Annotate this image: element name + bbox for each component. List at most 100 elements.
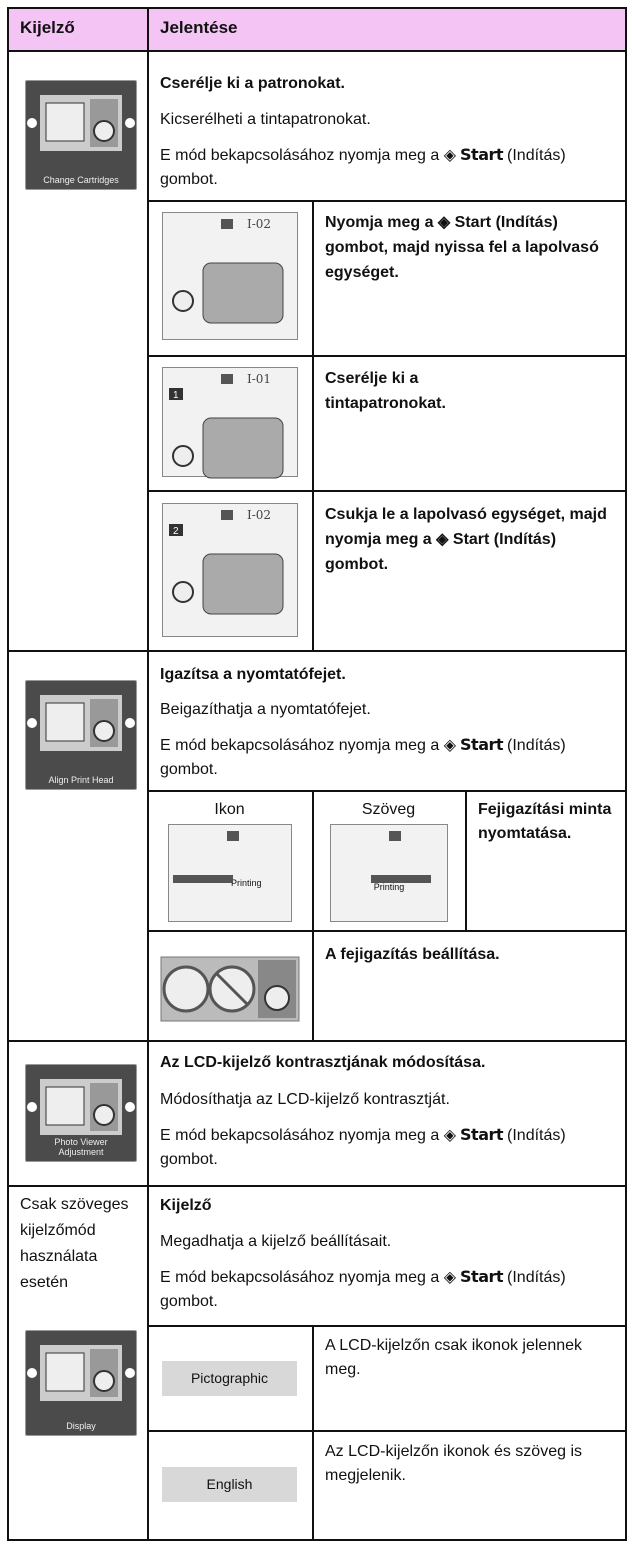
option-button: Pictographic — [162, 1361, 297, 1396]
section-title: Kijelző — [160, 1197, 212, 1214]
header-cell: Kijelző — [20, 18, 75, 37]
rule — [7, 650, 627, 652]
screen-art — [227, 831, 239, 841]
instruction: E mód bekapcsolásához nyomja meg a ◈ Star… — [160, 733, 620, 782]
description: Módosíthatja az LCD-kijelző kontrasztját… — [160, 1091, 450, 1108]
device — [202, 553, 284, 615]
step-badge — [169, 524, 183, 536]
rule — [7, 50, 627, 52]
step-badge — [169, 388, 183, 400]
icon-art — [27, 695, 135, 751]
text: (Indítás) gombot. — [160, 1269, 566, 1310]
arrow — [125, 1368, 135, 1378]
glyph — [45, 102, 85, 142]
lcd-screen: I-02 — [162, 212, 298, 340]
option-button: English — [162, 1467, 297, 1502]
rule — [312, 1325, 314, 1540]
screen-art — [172, 553, 284, 615]
start-button: Start — [460, 145, 504, 164]
start-glyph — [93, 120, 115, 142]
header-bg — [7, 7, 626, 50]
start-button: Start — [460, 1267, 504, 1286]
screen-text: Printing — [231, 878, 262, 888]
option-text: A LCD-kijelzőn csak ikonok jelennek meg. — [325, 1337, 583, 1378]
section-title: Az LCD-kijelző kontrasztjának módosítása… — [160, 1054, 486, 1071]
note: Csak szöveges kijelzőmód használata eset… — [20, 1196, 129, 1291]
option-text: Az LCD-kijelzőn ikonok és szöveg is megj… — [325, 1443, 582, 1484]
start-glyph — [172, 445, 194, 467]
rule — [7, 1539, 627, 1541]
mode-icon: Display — [25, 1330, 137, 1436]
mode-icon: Photo Viewer Adjustment — [25, 1064, 137, 1162]
text: (Indítás) gombot. — [160, 1127, 566, 1168]
printer — [371, 875, 431, 883]
lcd-screen: Printing — [168, 824, 292, 922]
rule — [147, 355, 627, 357]
glyph — [45, 1086, 85, 1126]
printer — [173, 875, 233, 883]
rule — [147, 200, 627, 202]
info-badge — [221, 374, 233, 384]
mode-icon: Change Cartridges — [25, 80, 137, 190]
icon-label: Align Print Head — [48, 775, 114, 785]
rule — [7, 7, 9, 1540]
screen-art: I-01 1 — [169, 372, 271, 401]
adjust-icon — [160, 956, 300, 1022]
start-glyph — [172, 581, 194, 603]
step-number: 2 — [173, 526, 179, 537]
info-badge — [227, 831, 239, 841]
rule — [147, 930, 627, 932]
start-glyph — [93, 1104, 115, 1126]
rule — [7, 7, 627, 9]
icon-art — [27, 95, 135, 151]
icon-art — [27, 1079, 135, 1135]
screen-art — [172, 417, 284, 479]
device — [202, 417, 284, 479]
step-number: 1 — [173, 390, 179, 401]
icon-art — [27, 1345, 135, 1401]
adjust-text: A fejigazítás beállítása. — [325, 946, 500, 963]
instruction: E mód bekapcsolásához nyomja meg a ◈ Star… — [160, 1265, 620, 1314]
mode-name: Szöveg — [361, 801, 416, 818]
screen-art — [389, 831, 401, 841]
icon-label: Photo Viewer Adjustment — [54, 1137, 108, 1157]
mode-text: Fejigazítási minta nyomtatása. — [478, 801, 612, 842]
arrow — [125, 1102, 135, 1112]
lcd-screen: Printing — [330, 824, 448, 922]
screen-code: I-02 — [247, 508, 271, 522]
rule — [7, 1040, 627, 1042]
device — [202, 262, 284, 324]
info-badge — [221, 219, 233, 229]
icon-label: Change Cartridges — [43, 175, 119, 185]
screen-code: I-02 — [247, 217, 271, 231]
start-glyph — [93, 1370, 115, 1392]
text: (Indítás) gombot. — [160, 737, 566, 778]
screen-art — [371, 875, 431, 883]
start-glyph — [172, 290, 194, 312]
rule — [147, 1430, 627, 1432]
arrow — [125, 118, 135, 128]
arrow — [125, 718, 135, 728]
arrow — [27, 1102, 37, 1112]
screen-art — [173, 875, 233, 883]
start-button: Start — [460, 735, 504, 754]
text: E mód bekapcsolásához nyomja meg a ◈ — [160, 147, 457, 164]
screen-art — [172, 262, 284, 324]
mode-name: Ikon — [214, 801, 245, 818]
description: Kicserélheti a tintapatronokat. — [160, 111, 371, 128]
rule — [625, 7, 627, 1540]
glyph — [45, 1352, 85, 1392]
rule — [147, 1325, 627, 1327]
glyph — [45, 702, 85, 742]
instruction: E mód bekapcsolásához nyomja meg a ◈ Star… — [160, 1123, 620, 1172]
rule — [147, 790, 627, 792]
rule — [147, 7, 149, 1540]
rule — [312, 790, 314, 1040]
text: E mód bekapcsolásához nyomja meg a ◈ — [160, 737, 457, 754]
rule — [7, 1185, 627, 1187]
instruction: E mód bekapcsolásához nyomja meg a ◈ Star… — [160, 143, 620, 192]
text: E mód bekapcsolásához nyomja meg a ◈ — [160, 1127, 457, 1144]
rule — [465, 790, 467, 930]
info-badge — [221, 510, 233, 520]
